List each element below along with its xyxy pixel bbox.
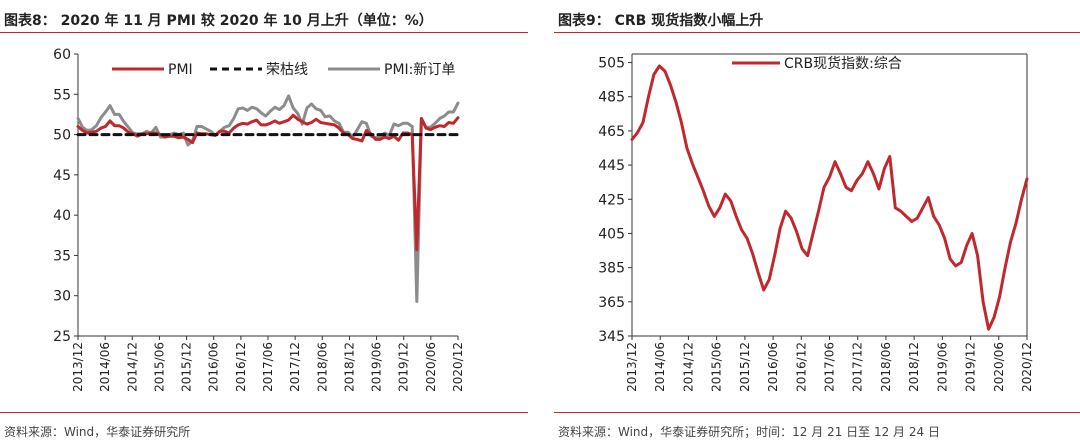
x-tick-label: 2020/12 xyxy=(451,342,465,392)
pmi-chart-panel: 图表8： 2020 年 11 月 PMI 较 2020 年 10 月上升（单位：… xyxy=(0,0,528,448)
x-tick-label: 2014/12 xyxy=(681,342,695,392)
y-tick-label: 345 xyxy=(598,329,625,345)
x-tick-label: 2019/06 xyxy=(370,342,384,392)
legend-label: PMI xyxy=(168,62,193,78)
y-tick-label: 35 xyxy=(53,248,71,264)
x-tick-label: 2017/06 xyxy=(823,342,837,392)
y-tick-label: 485 xyxy=(598,90,625,106)
x-tick-label: 2018/12 xyxy=(907,342,921,392)
y-tick-label: 465 xyxy=(598,124,625,140)
x-tick-label: 2016/06 xyxy=(207,342,221,392)
x-tick-label: 2019/12 xyxy=(397,342,411,392)
series-line xyxy=(76,94,460,303)
x-tick-label: 2018/06 xyxy=(879,342,893,392)
source-divider xyxy=(0,412,528,413)
y-tick-label: 55 xyxy=(53,87,71,103)
x-tick-label: 2017/06 xyxy=(261,342,275,392)
y-tick-label: 50 xyxy=(53,128,71,144)
x-tick-label: 2018/12 xyxy=(342,342,356,392)
y-tick-label: 40 xyxy=(53,208,71,224)
y-tick-label: 385 xyxy=(598,261,625,277)
x-tick-label: 2020/06 xyxy=(992,342,1006,392)
title-divider xyxy=(0,32,528,33)
x-tick-label: 2019/06 xyxy=(935,342,949,392)
x-tick-label: 2019/12 xyxy=(964,342,978,392)
x-tick-label: 2016/12 xyxy=(794,342,808,392)
legend-label: 荣枯线 xyxy=(266,62,308,78)
y-tick-label: 365 xyxy=(598,295,625,311)
y-tick-label: 405 xyxy=(598,226,625,242)
x-tick-label: 2017/12 xyxy=(851,342,865,392)
y-tick-label: 30 xyxy=(53,289,71,305)
x-tick-label: 2015/06 xyxy=(152,342,166,392)
x-tick-label: 2014/06 xyxy=(653,342,667,392)
x-tick-label: 2016/06 xyxy=(766,342,780,392)
crb-line-chart: 345 365 385 405 425 445 465 485 505 2013/12 2014/0… xyxy=(598,53,1034,392)
x-tick-label: 2015/12 xyxy=(180,342,194,392)
source-note: 资料来源：Wind，华泰证券研究所；时间：12 月 21 日至 12 月 24 … xyxy=(558,425,940,439)
source-divider xyxy=(554,412,1080,413)
series-line xyxy=(630,64,1029,331)
y-tick-label: 60 xyxy=(53,47,71,63)
x-tick-label: 2016/12 xyxy=(234,342,248,392)
legend-label: PMI:新订单 xyxy=(384,62,455,78)
chart-title: 图表8： 2020 年 11 月 PMI 较 2020 年 10 月上升（单位：… xyxy=(4,13,433,29)
x-tick-label: 2018/06 xyxy=(315,342,329,392)
x-tick-label: 2013/12 xyxy=(71,342,85,392)
x-tick-label: 2014/06 xyxy=(98,342,112,392)
pmi-line-chart: 25 30 35 40 45 50 55 60 2013/12 2014/06 2014/12 201… xyxy=(53,47,465,392)
crb-chart-panel: 图表9： CRB 现货指数小幅上升 345 365 385 405 425 445 465 4… xyxy=(554,0,1080,448)
chart-title: 图表9： CRB 现货指数小幅上升 xyxy=(558,13,764,29)
x-tick-label: 2013/12 xyxy=(625,342,639,392)
title-divider xyxy=(554,32,1080,33)
source-note: 资料来源：Wind，华泰证券研究所 xyxy=(4,425,191,439)
legend-label: CRB现货指数:综合 xyxy=(784,55,902,72)
x-tick-label: 2017/12 xyxy=(288,342,302,392)
y-tick-label: 425 xyxy=(598,192,625,208)
y-tick-label: 445 xyxy=(598,158,625,174)
x-tick-label: 2015/12 xyxy=(738,342,752,392)
y-tick-label: 505 xyxy=(598,56,625,72)
x-tick-label: 2014/12 xyxy=(125,342,139,392)
x-tick-label: 2020/12 xyxy=(1020,342,1034,392)
y-tick-label: 25 xyxy=(53,329,71,345)
y-tick-label: 45 xyxy=(53,168,71,184)
x-tick-label: 2020/06 xyxy=(424,342,438,392)
x-tick-label: 2015/06 xyxy=(710,342,724,392)
